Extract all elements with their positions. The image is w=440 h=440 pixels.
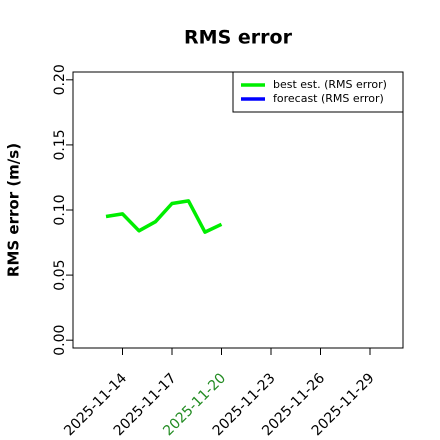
chart-title: RMS error [184,27,293,49]
legend-box [232,71,404,113]
y-tick-label: 0.15 [52,129,68,160]
legend-label: best est. (RMS error) [273,78,387,91]
legend-label: forecast (RMS error) [273,92,384,105]
plot-frame [72,71,404,349]
y-tick-label: 0.00 [52,325,68,356]
y-tick-label: 0.20 [52,64,68,95]
y-tick-label: 0.10 [52,194,68,225]
y-tick-label: 0.05 [52,260,68,291]
y-axis-label: RMS error (m/s) [5,143,23,277]
series-line [105,199,223,234]
